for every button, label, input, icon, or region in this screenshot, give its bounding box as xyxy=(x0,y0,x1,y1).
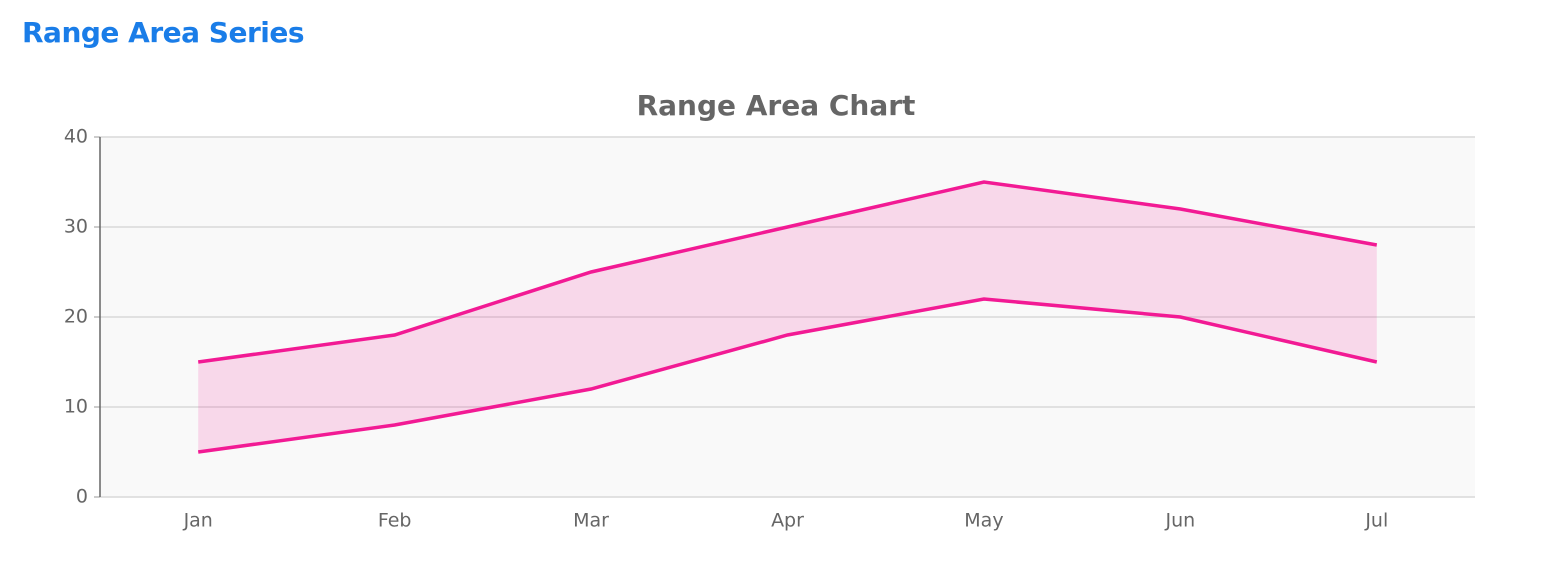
x-tick-label: Jun xyxy=(1165,510,1196,532)
y-tick-label: 40 xyxy=(64,126,88,148)
chart-title: Range Area Chart xyxy=(637,89,916,122)
y-tick-label: 20 xyxy=(64,306,88,328)
page-heading: Range Area Series xyxy=(22,16,305,49)
low-line xyxy=(197,297,1378,454)
y-tick-label: 30 xyxy=(64,216,88,238)
high-line xyxy=(197,180,1378,364)
y-tick-label: 10 xyxy=(64,396,88,418)
x-tick-label: Jul xyxy=(1364,510,1388,532)
x-tick-label: Feb xyxy=(378,510,412,532)
x-tick-label: Jan xyxy=(183,510,213,532)
x-tick-label: May xyxy=(964,510,1003,532)
range-area xyxy=(198,182,1377,452)
x-tick-label: Mar xyxy=(573,510,609,532)
y-tick-label: 0 xyxy=(76,486,88,508)
x-tick-label: Apr xyxy=(771,510,804,532)
